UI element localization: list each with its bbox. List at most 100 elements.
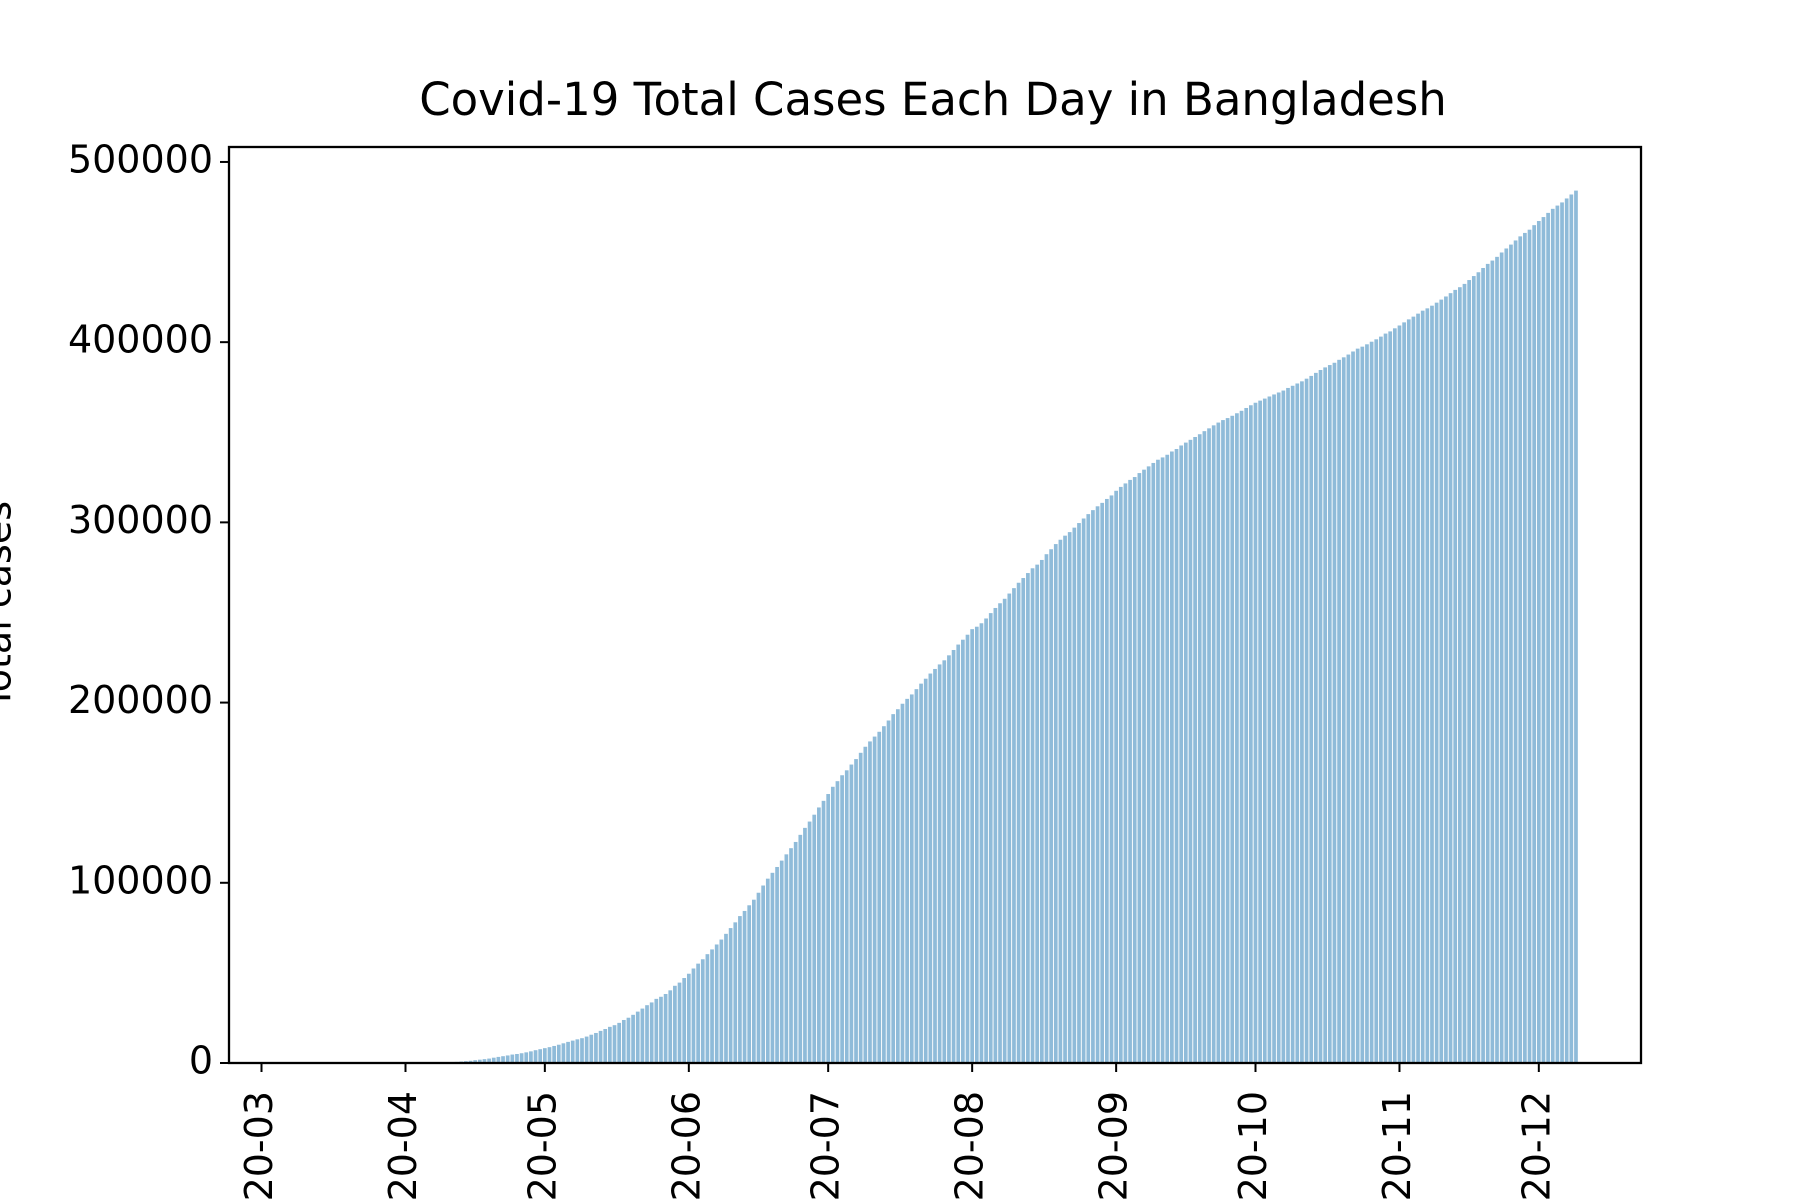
- bar: [728, 928, 733, 1063]
- bar: [1095, 506, 1100, 1063]
- bar: [1290, 385, 1295, 1063]
- y-tick-label: 0: [189, 1039, 213, 1083]
- bar: [1053, 544, 1058, 1063]
- bar: [849, 764, 854, 1063]
- bar: [1564, 198, 1569, 1063]
- bar: [1518, 236, 1523, 1063]
- x-tick-label: 2020-08: [948, 1091, 992, 1200]
- bar: [640, 1008, 645, 1063]
- bar: [1532, 225, 1537, 1063]
- x-tick-label: 2020-11: [1375, 1091, 1419, 1200]
- plot-frame: [227, 145, 1643, 1065]
- bar: [603, 1029, 608, 1063]
- bar: [1281, 390, 1286, 1063]
- bar: [491, 1057, 496, 1063]
- bar: [1481, 267, 1485, 1064]
- bar: [1337, 359, 1341, 1064]
- bar: [1151, 462, 1156, 1064]
- bar: [909, 694, 914, 1063]
- bar: [673, 985, 677, 1063]
- bar: [1490, 260, 1495, 1063]
- bar: [1170, 451, 1174, 1063]
- bar: [1332, 362, 1337, 1063]
- bar: [1574, 190, 1578, 1063]
- bar: [1058, 539, 1063, 1063]
- bar: [770, 872, 775, 1063]
- bar: [844, 770, 849, 1063]
- bar: [1021, 578, 1026, 1063]
- bar: [1471, 276, 1476, 1064]
- bar: [1560, 202, 1564, 1063]
- bar: [1179, 445, 1184, 1063]
- x-tick-label: 2020-03: [237, 1091, 281, 1200]
- bar: [1165, 454, 1170, 1063]
- x-tick-label: 2020-09: [1092, 1091, 1136, 1200]
- bar: [793, 841, 798, 1063]
- bar: [1476, 272, 1481, 1064]
- bar: [1504, 248, 1509, 1063]
- bar: [705, 954, 710, 1063]
- bar: [1026, 573, 1030, 1063]
- bar: [1541, 217, 1546, 1063]
- bar: [668, 990, 673, 1063]
- bar: [1077, 523, 1081, 1063]
- bar: [496, 1056, 501, 1063]
- bar: [584, 1036, 589, 1063]
- bar: [580, 1038, 584, 1063]
- bar: [1156, 459, 1160, 1063]
- bar: [1221, 420, 1225, 1063]
- bar: [1318, 369, 1323, 1064]
- bar: [1527, 229, 1532, 1063]
- bar: [1035, 564, 1040, 1063]
- bar: [1374, 339, 1379, 1063]
- bar: [645, 1005, 649, 1063]
- bar: [854, 759, 858, 1063]
- bar: [1235, 413, 1239, 1063]
- bar: [1137, 473, 1142, 1063]
- bar: [784, 854, 789, 1063]
- bar: [974, 626, 979, 1063]
- bar: [1030, 568, 1035, 1063]
- bar: [524, 1052, 529, 1063]
- bar: [1216, 422, 1221, 1063]
- bar: [863, 746, 868, 1063]
- chart-title: Covid-19 Total Cases Each Day in Banglad…: [419, 73, 1447, 126]
- bar: [617, 1022, 622, 1063]
- bar: [1188, 439, 1193, 1064]
- bar: [956, 644, 961, 1063]
- bar: [561, 1043, 566, 1063]
- bar: [747, 905, 752, 1063]
- bar: [830, 786, 835, 1063]
- bar: [1193, 437, 1197, 1063]
- bar: [761, 885, 766, 1063]
- bar: [886, 720, 891, 1063]
- bar: [1569, 194, 1574, 1063]
- bar: [1109, 495, 1114, 1063]
- bar: [710, 949, 714, 1063]
- bar: [654, 998, 659, 1063]
- bar: [659, 996, 663, 1063]
- bar: [1360, 346, 1365, 1063]
- bar: [738, 916, 742, 1063]
- y-tick-label: 300000: [68, 498, 213, 542]
- bar: [1081, 518, 1086, 1063]
- x-tick-label: 2020-06: [664, 1091, 708, 1200]
- bar: [1039, 559, 1044, 1063]
- bar: [923, 678, 928, 1063]
- bar: [1160, 457, 1165, 1063]
- bar: [566, 1041, 570, 1063]
- bar: [529, 1051, 533, 1063]
- bar: [556, 1044, 561, 1063]
- bar: [598, 1030, 603, 1063]
- bar: [1402, 322, 1406, 1064]
- bar: [872, 736, 877, 1063]
- bar: [1462, 283, 1467, 1063]
- bar: [538, 1049, 543, 1063]
- bar: [1420, 310, 1425, 1063]
- bar: [1123, 483, 1128, 1063]
- bar: [807, 821, 812, 1063]
- bar: [552, 1045, 556, 1063]
- bar: [951, 649, 956, 1063]
- y-axis-label: Total cases: [0, 501, 20, 710]
